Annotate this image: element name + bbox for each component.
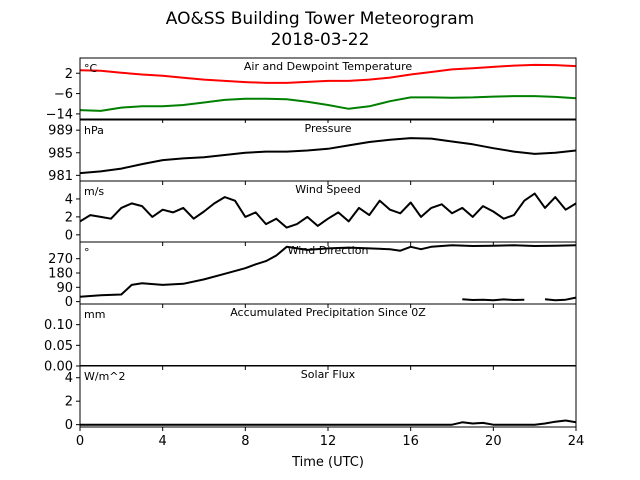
y-tick-label: 4 <box>65 371 73 386</box>
panel-title: Pressure <box>305 122 352 135</box>
panel-2: 989 985 981 hPa Pressure <box>48 119 577 185</box>
x-tick-label: 8 <box>241 434 249 449</box>
x-tick-label: 4 <box>159 434 167 449</box>
series-line-4-3 <box>544 296 576 302</box>
panel-3: 4 2 0 m/s Wind Speed <box>65 180 577 246</box>
panel-unit-label: °C <box>84 62 98 75</box>
panel-5: 0.10 0.05 0.00 mm Accumulated Precipitation … <box>44 303 577 375</box>
figure-title: AO&SS Building Tower Meteorogram <box>166 9 474 29</box>
panel-6: 4 2 0 W/m^2 Solar Flux <box>65 365 577 433</box>
y-tick-label: 2 <box>65 395 73 410</box>
panel-unit-label: ° <box>84 246 90 259</box>
y-tick-label: 0.00 <box>44 360 73 375</box>
y-tick-label: 270 <box>48 252 73 267</box>
y-tick-label: 90 <box>56 281 73 296</box>
x-tick-label: 16 <box>402 434 419 449</box>
panel-unit-label: mm <box>84 308 105 321</box>
y-tick-label: 0.10 <box>44 318 73 333</box>
panel-title: Accumulated Precipitation Since 0Z <box>230 306 426 319</box>
x-tick-label: 20 <box>485 434 502 449</box>
y-tick-label: 0 <box>65 228 73 243</box>
y-tick-label: 989 <box>48 124 73 139</box>
panel-title: Wind Direction <box>288 244 369 257</box>
series-line-1-1 <box>80 63 576 84</box>
x-axis-label: Time (UTC) <box>291 455 364 470</box>
y-tick-label: 2 <box>65 67 73 82</box>
y-tick-label: 2 <box>65 210 73 225</box>
y-tick-label: 985 <box>48 146 73 161</box>
series-line-6-1 <box>80 419 576 426</box>
y-tick-label: 180 <box>48 267 73 282</box>
series-line-1-2 <box>80 95 576 112</box>
y-tick-label: 4 <box>65 192 73 207</box>
panel-title: Solar Flux <box>301 368 356 381</box>
y-tick-label: 981 <box>48 169 73 184</box>
y-tick-label: 0 <box>65 418 73 433</box>
figure-subtitle: 2018-03-22 <box>271 30 370 50</box>
panel-title: Air and Dewpoint Temperature <box>244 60 412 73</box>
series-line-3-1 <box>80 192 576 229</box>
series-line-4-2 <box>462 298 525 302</box>
panel-unit-label: hPa <box>84 124 104 137</box>
y-tick-label: −14 <box>46 107 73 122</box>
panel-unit-label: W/m^2 <box>84 370 126 383</box>
y-tick-label: −6 <box>54 87 73 102</box>
x-tick-label: 0 <box>76 434 84 449</box>
y-tick-label: 0 <box>65 295 73 310</box>
panel-unit-label: m/s <box>84 185 104 198</box>
panel-title: Wind Speed <box>295 183 361 196</box>
y-tick-label: 0.05 <box>44 339 73 354</box>
x-tick-label: 12 <box>320 434 337 449</box>
series-line-2-1 <box>80 137 576 175</box>
x-tick-label: 24 <box>568 434 585 449</box>
series-line-4-1 <box>80 244 576 298</box>
panel-1: 2 −6 −14 °C Air and Dewpoint Temperature <box>46 57 577 123</box>
panels-group: 2−6−14°C Air and Dewpoint Temperature9899… <box>44 57 585 449</box>
